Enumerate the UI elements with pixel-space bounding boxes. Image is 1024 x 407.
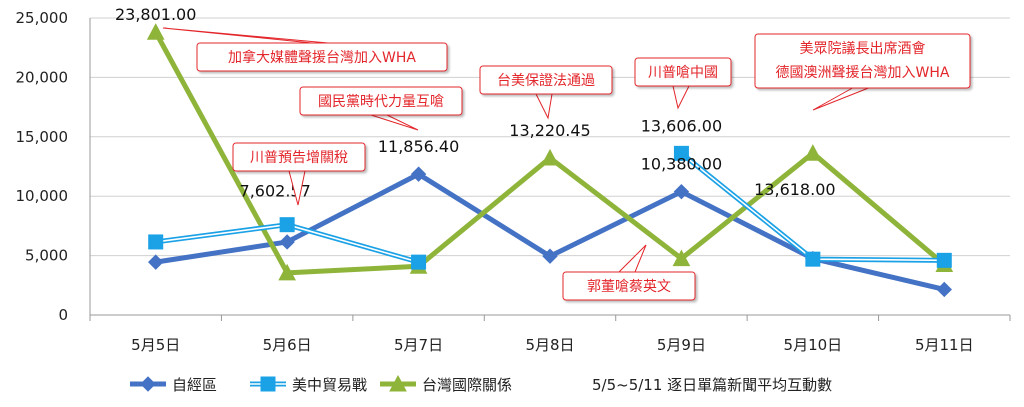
data-point — [936, 252, 952, 268]
callout-box — [754, 33, 971, 89]
data-point — [410, 166, 427, 182]
data-point — [148, 234, 164, 250]
x-tick-label: 5月9日 — [657, 336, 706, 354]
callout-text: 川普預告增關稅 — [250, 150, 348, 166]
callout: 國民黨時代力量互嗆 — [299, 86, 463, 131]
y-axis-ticks: 0 5,000 10,000 15,000 20,000 25,000 — [16, 9, 69, 324]
y-tick-label: 5,000 — [25, 247, 68, 265]
legend-item: 美中貿易戰 — [250, 376, 367, 394]
data-point — [411, 254, 427, 270]
callout-pointer — [370, 114, 419, 131]
data-label: 10,380.00 — [641, 155, 722, 174]
legend-item: 自經區 — [130, 376, 217, 394]
y-tick-label: 0 — [58, 306, 68, 324]
callout: 川普嗆中國 — [634, 57, 732, 110]
data-point — [673, 145, 689, 161]
callout-pointer — [535, 93, 553, 120]
series-triangle — [146, 23, 954, 281]
legend-label: 美中貿易戰 — [292, 376, 367, 394]
x-tick-label: 5月5日 — [131, 336, 180, 354]
chart-title: 5/5~5/11 逐日單篇新聞平均互動數 — [592, 376, 832, 394]
callout-text: 加拿大媒體聲援台灣加入WHA — [228, 49, 416, 66]
legend-item: 台灣國際關係 — [380, 374, 512, 394]
callout-pointer — [288, 170, 306, 206]
callout-text: 美眾院議長出席酒會 — [800, 40, 926, 57]
callout-box — [196, 42, 448, 72]
callout-box — [299, 86, 463, 116]
data-point — [146, 23, 165, 40]
x-tick-label: 5月6日 — [263, 336, 312, 354]
data-point — [936, 281, 952, 298]
callout: 加拿大媒體聲援台灣加入WHA — [162, 27, 448, 72]
data-label: 13,618.00 — [754, 180, 835, 199]
annotation-callouts: 加拿大媒體聲援台灣加入WHA 川普預告增關稅 國民黨時代力量互嗆 台美保證法通過 川普嗆… — [162, 27, 971, 301]
data-point — [278, 263, 296, 281]
data-point — [148, 254, 164, 270]
callout-pointer — [672, 85, 690, 110]
callout: 台美保證法通過 — [479, 65, 613, 120]
legend-marker — [260, 376, 276, 392]
callout-pointer — [812, 87, 869, 111]
data-point — [279, 217, 295, 233]
data-point — [805, 251, 821, 267]
legend-marker — [140, 376, 156, 392]
series-lines — [146, 23, 954, 298]
x-tick-label: 5月8日 — [525, 336, 574, 354]
y-tick-label: 25,000 — [16, 9, 69, 27]
callout-text: 德國澳洲聲援台灣加入WHA — [776, 64, 950, 81]
callout: 川普預告增關稅 — [232, 142, 366, 206]
callout-box — [562, 271, 696, 301]
data-label: 23,801.00 — [115, 5, 196, 24]
callout-pointer — [618, 244, 647, 273]
x-tick-label: 5月11日 — [915, 336, 974, 354]
x-tick-label: 5月7日 — [394, 336, 443, 354]
data-label: 11,856.40 — [378, 137, 459, 156]
data-point — [542, 248, 558, 264]
data-point — [672, 249, 691, 267]
legend-label: 台灣國際關係 — [422, 376, 512, 394]
data-label: 13,220.45 — [509, 121, 590, 140]
y-tick-label: 10,000 — [16, 187, 69, 205]
legend-label: 自經區 — [172, 376, 217, 394]
data-point — [541, 148, 559, 166]
x-tick-label: 5月10日 — [784, 336, 843, 354]
callout-text: 國民黨時代力量互嗆 — [318, 94, 444, 110]
callout: 郭董嗆蔡英文 — [562, 244, 696, 301]
callout-box — [232, 142, 366, 172]
callout-pointer — [162, 27, 329, 44]
callout-text: 台美保證法通過 — [497, 72, 595, 89]
x-axis-ticks: 5月5日 5月6日 5月7日 5月8日 5月9日 5月10日 5月11日 — [89, 315, 1011, 354]
y-tick-label: 20,000 — [16, 68, 69, 86]
data-point — [673, 183, 690, 200]
data-point — [804, 144, 822, 161]
callout-text: 川普嗆中國 — [648, 65, 718, 81]
data-point — [279, 234, 295, 250]
series-square — [148, 145, 952, 270]
data-label: 13,606.00 — [641, 116, 722, 135]
callout-box — [634, 57, 732, 87]
legend: 自經區 美中貿易戰 台灣國際關係 — [130, 374, 512, 394]
legend-marker — [389, 374, 407, 392]
callout-text: 郭董嗆蔡英文 — [587, 278, 671, 295]
callout-box — [479, 65, 613, 95]
y-tick-label: 15,000 — [16, 128, 69, 146]
